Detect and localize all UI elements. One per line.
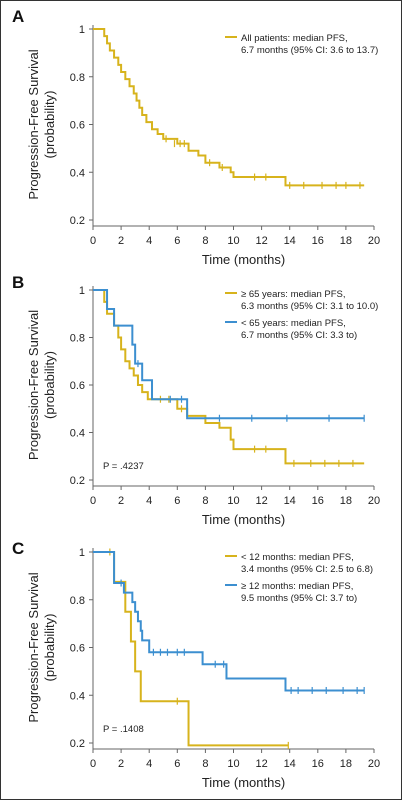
y-tick-label: 0.2 (70, 475, 85, 487)
y-axis-label: Progression-Free Survival (26, 310, 41, 460)
legend-entry: 3.4 months (95% CI: 2.5 to 6.8) (241, 564, 373, 575)
y-tick-label: 0.6 (70, 120, 85, 132)
x-tick-label: 12 (255, 495, 267, 507)
y-tick-label: 1 (79, 24, 85, 36)
x-tick-label: 6 (174, 758, 180, 770)
x-tick-label: 12 (255, 758, 267, 770)
y-axis-label: Progression-Free Survival (26, 49, 41, 199)
x-tick-label: 6 (174, 495, 180, 507)
x-axis-label: Time (months) (202, 512, 285, 527)
x-axis-label: Time (months) (202, 252, 285, 267)
legend-entry: 6.7 months (95% CI: 3.3 to) (241, 330, 357, 341)
x-tick-label: 14 (284, 235, 296, 247)
x-tick-label: 2 (118, 235, 124, 247)
x-tick-label: 4 (146, 758, 152, 770)
series-gold: < 12 months: median PFS,3.4 months (95% … (93, 548, 373, 749)
survival-curve (93, 289, 365, 420)
x-tick-label: 18 (340, 235, 352, 247)
x-tick-label: 18 (340, 495, 352, 507)
x-tick-label: 0 (90, 758, 96, 770)
y-tick-label: 0.4 (70, 167, 85, 179)
panel-letter: A (12, 7, 24, 26)
series-gold: All patients: median PFS,6.7 months (95%… (93, 28, 378, 189)
x-tick-label: 10 (227, 495, 239, 507)
survival-curve (93, 551, 289, 747)
x-tick-label: 6 (174, 235, 180, 247)
legend-entry: 6.7 months (95% CI: 3.6 to 13.7) (241, 45, 378, 56)
p-value-annotation: P = .4237 (103, 461, 144, 472)
y-axis-label: Progression-Free Survival (26, 572, 41, 722)
series-gold: ≥ 65 years: median PFS,6.3 months (95% C… (93, 289, 378, 467)
x-tick-label: 2 (118, 758, 124, 770)
y-tick-label: 0.8 (70, 595, 85, 607)
x-tick-label: 8 (202, 235, 208, 247)
x-tick-label: 18 (340, 758, 352, 770)
legend-entry: ≥ 65 years: median PFS, (241, 289, 345, 300)
series-blue: < 65 years: median PFS,6.7 months (95% C… (93, 289, 365, 422)
x-tick-label: 20 (368, 758, 380, 770)
x-tick-label: 2 (118, 495, 124, 507)
x-tick-label: 8 (202, 758, 208, 770)
y-tick-label: 0.4 (70, 428, 85, 440)
survival-curve (93, 289, 365, 465)
y-tick-label: 1 (79, 547, 85, 559)
x-tick-label: 14 (284, 758, 296, 770)
x-tick-label: 8 (202, 495, 208, 507)
legend-entry: ≥ 12 months: median PFS, (241, 581, 353, 592)
y-tick-label: 0.4 (70, 690, 85, 702)
survival-curve (93, 28, 365, 187)
x-tick-label: 14 (284, 495, 296, 507)
x-tick-label: 4 (146, 235, 152, 247)
y-tick-label: 0.6 (70, 643, 85, 655)
p-value-annotation: P = .1408 (103, 724, 144, 735)
panel-letter: C (12, 539, 24, 558)
y-axis-label-units: (probability) (42, 614, 57, 682)
y-tick-label: 0.8 (70, 72, 85, 84)
x-tick-label: 12 (255, 235, 267, 247)
survival-curve (93, 551, 365, 692)
y-tick-label: 0.2 (70, 738, 85, 750)
x-tick-label: 4 (146, 495, 152, 507)
series-blue: ≥ 12 months: median PFS,9.5 months (95% … (93, 551, 365, 694)
legend-entry: < 65 years: median PFS, (241, 318, 346, 329)
panel-letter: B (12, 273, 24, 292)
x-tick-label: 16 (312, 495, 324, 507)
y-tick-label: 1 (79, 285, 85, 297)
legend-entry: All patients: median PFS, (241, 33, 348, 44)
x-tick-label: 20 (368, 235, 380, 247)
x-axis-label: Time (months) (202, 775, 285, 790)
legend-entry: < 12 months: median PFS, (241, 552, 354, 563)
y-tick-label: 0.6 (70, 380, 85, 392)
legend-entry: 9.5 months (95% CI: 3.7 to) (241, 593, 357, 604)
x-tick-label: 16 (312, 758, 324, 770)
y-axis-label-units: (probability) (42, 91, 57, 159)
x-tick-label: 10 (227, 758, 239, 770)
y-tick-label: 0.8 (70, 333, 85, 345)
y-axis-label-units: (probability) (42, 351, 57, 419)
x-tick-label: 10 (227, 235, 239, 247)
legend-entry: 6.3 months (95% CI: 3.1 to 10.0) (241, 301, 378, 312)
x-tick-label: 0 (90, 235, 96, 247)
x-tick-label: 0 (90, 495, 96, 507)
x-tick-label: 20 (368, 495, 380, 507)
x-tick-label: 16 (312, 235, 324, 247)
y-tick-label: 0.2 (70, 215, 85, 227)
